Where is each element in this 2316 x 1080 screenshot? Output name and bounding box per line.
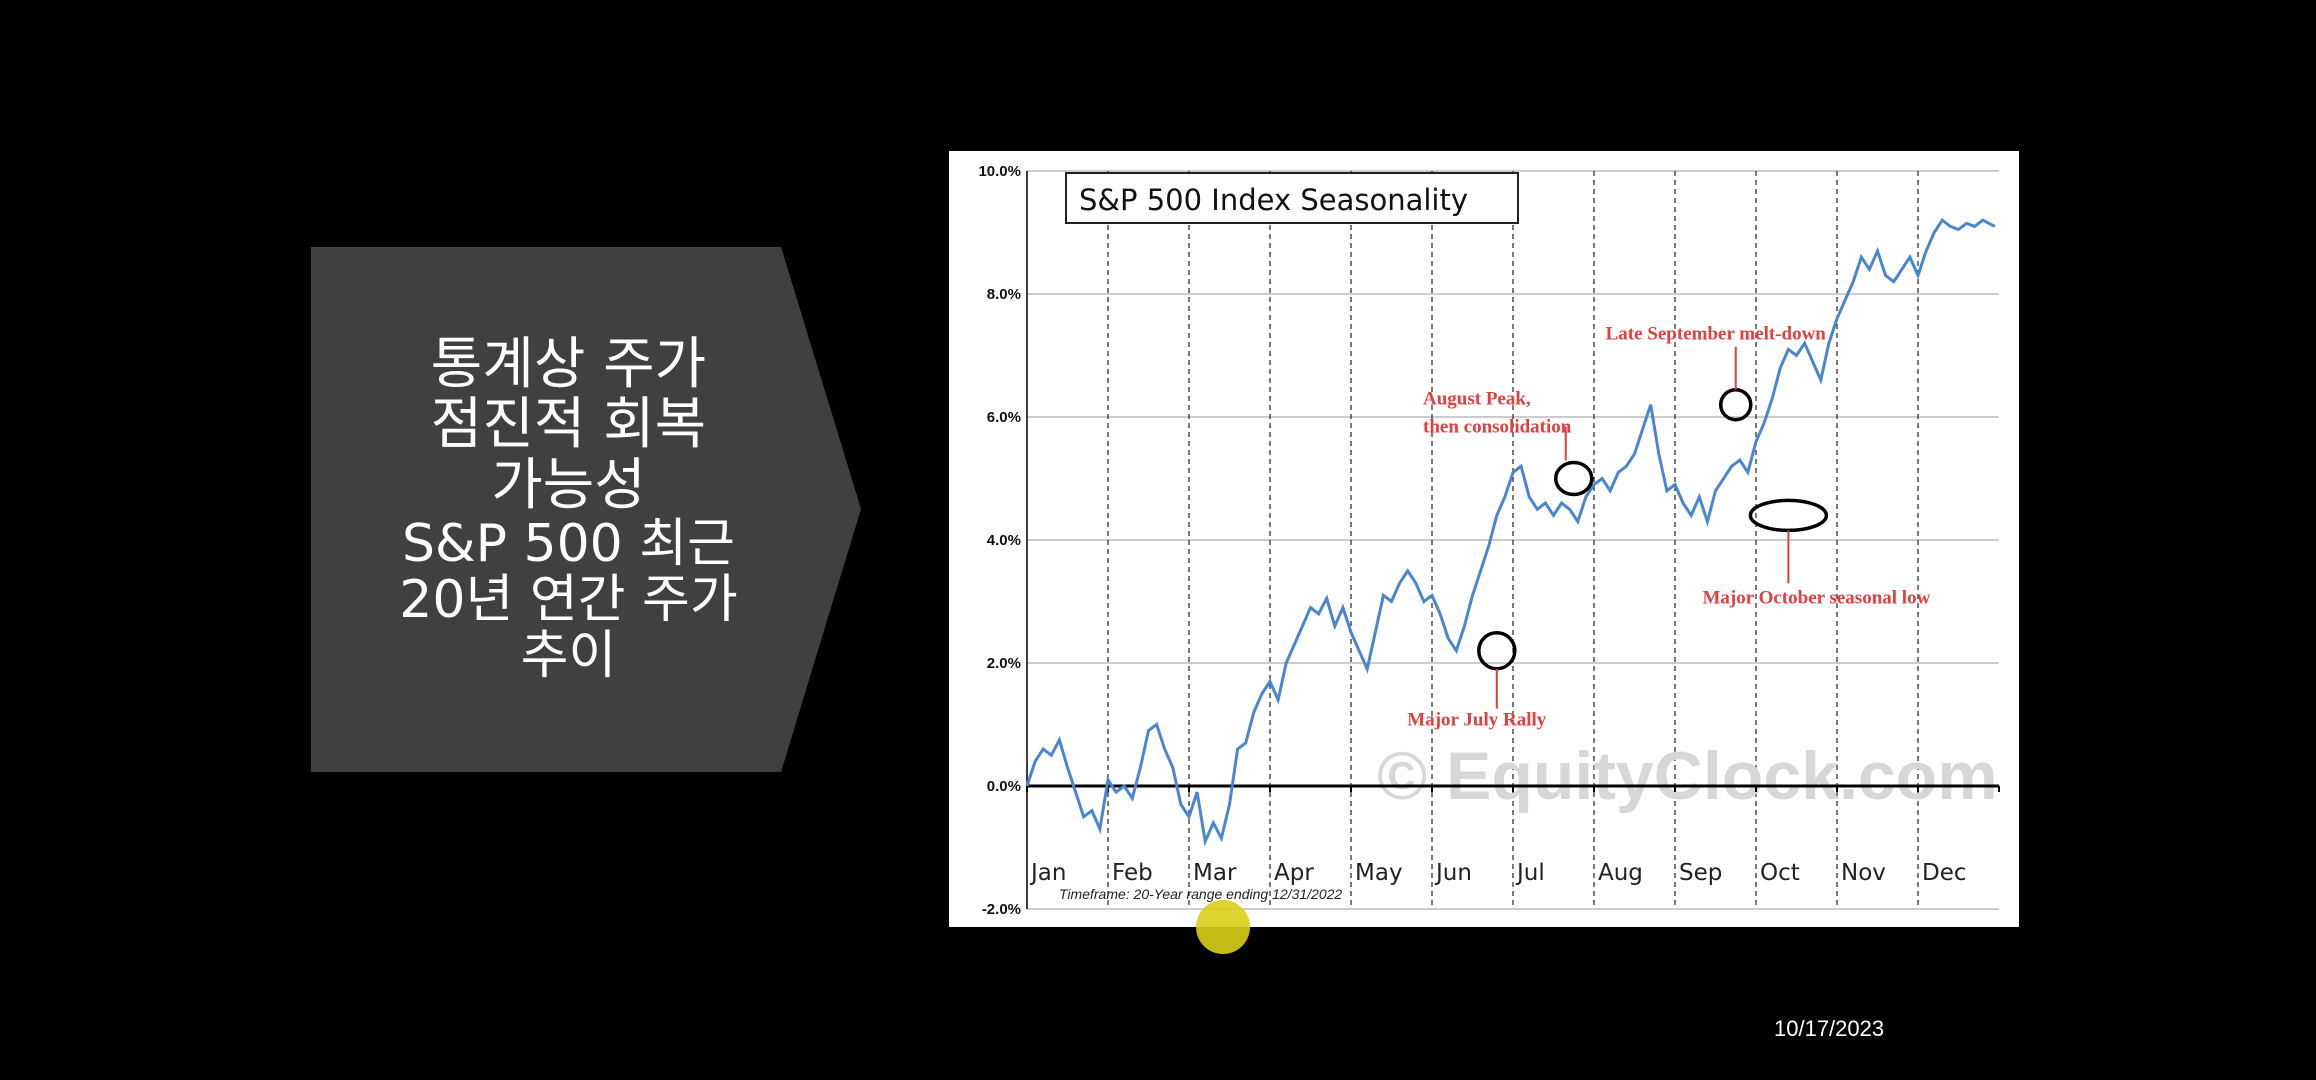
month-label: May [1355,860,1403,886]
month-label: Jan [1029,860,1066,886]
annotation-circle [1554,460,1594,497]
title-line-3: 가능성 [491,452,646,518]
annotation-circle [1719,387,1753,422]
annotation-label: Major July Rally [1407,710,1546,731]
month-label: Sep [1679,860,1722,886]
title-chevron-shape: 통계상 주가 점진적 회복 가능성 S&P 500 최근 20년 연간 주가 추… [311,247,861,772]
y-tick-label: 10.0% [978,163,1021,180]
chevron-shape-bg [311,247,861,772]
month-label: Nov [1841,860,1886,886]
chart-title-box [1065,172,1519,224]
title-line-1: 통계상 주가 [430,331,707,397]
y-tick-label: 8.0% [987,286,1021,303]
month-label: Jul [1515,860,1545,886]
y-tick-label: 6.0% [987,409,1021,426]
title-line-2: 점진적 회복 [430,392,707,458]
annotation-label: Major October seasonal low [1703,587,1931,608]
subtitle-line-1: S&P 500 최근 [402,513,735,574]
slide-title: 통계상 주가 점진적 회복 가능성 S&P 500 최근 20년 연간 주가 추… [311,247,826,772]
annotation-circle [1748,498,1829,533]
timeframe-note: Timeframe: 20-Year range ending 12/31/20… [1059,886,1342,902]
subtitle-line-2: 20년 연간 주가 [399,570,738,631]
watermark-text: © EquityClock.com [1377,738,1998,814]
annotation-label: August Peak, then consolidation [1423,389,1572,438]
chart-svg: Jan Feb Mar Apr May Jun Jul Aug Sep Oct Nov Dec © E… [978,163,2000,918]
chart-title: S&P 500 Index Seasonality [1079,183,1468,217]
y-tick-label: 0.0% [987,778,1021,795]
y-tick-label: 2.0% [987,655,1021,672]
subtitle-line-3: 추이 [520,626,617,687]
month-label: Mar [1193,860,1237,886]
y-tick-label: 4.0% [987,532,1021,549]
pointer-highlight [1196,900,1250,954]
slide-date: 10/17/2023 [1774,1016,1885,1041]
month-label: Apr [1274,860,1314,886]
annotation-label: Late September melt-down [1606,324,1827,345]
month-label: Jun [1434,860,1472,886]
month-label: Dec [1922,860,1967,886]
y-tick-label: -2.0% [982,901,1021,918]
annotation-label-line: then consolidation [1423,417,1572,438]
month-label: Aug [1598,860,1643,886]
month-label: Feb [1112,860,1153,886]
month-label: Oct [1760,860,1800,886]
series-line [1025,218,1996,847]
seasonality-chart: Jan Feb Mar Apr May Jun Jul Aug Sep Oct Nov Dec © E… [949,151,2019,927]
annotation-label-line: August Peak, [1423,389,1531,410]
